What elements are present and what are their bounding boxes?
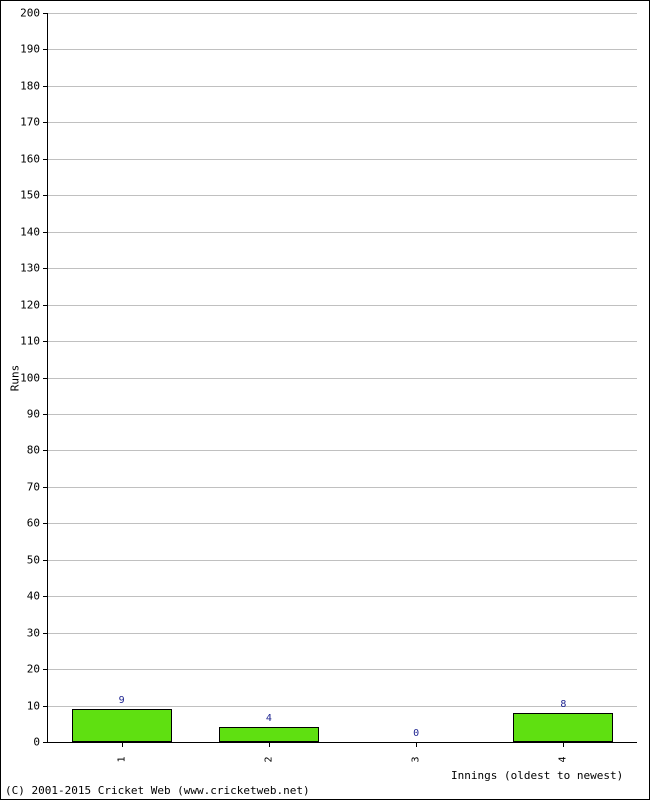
- gridline: [48, 596, 637, 597]
- bar: [219, 727, 319, 742]
- gridline: [48, 305, 637, 306]
- x-tick-label: 2: [263, 756, 274, 762]
- y-tick-label: 110: [20, 335, 40, 348]
- gridline: [48, 378, 637, 379]
- bar-value-label: 9: [119, 695, 125, 706]
- gridline: [48, 450, 637, 451]
- chart-frame: 0102030405060708090100110120130140150160…: [0, 0, 650, 800]
- y-tick-label: 60: [27, 517, 40, 530]
- y-tick-label: 150: [20, 189, 40, 202]
- gridline: [48, 49, 637, 50]
- x-tick-mark: [416, 742, 417, 747]
- x-tick-mark: [269, 742, 270, 747]
- y-tick-mark: [43, 378, 48, 379]
- y-tick-label: 30: [27, 626, 40, 639]
- gridline: [48, 13, 637, 14]
- gridline: [48, 523, 637, 524]
- y-axis-title: Runs: [9, 364, 22, 391]
- y-tick-label: 100: [20, 371, 40, 384]
- bar: [72, 709, 172, 742]
- y-tick-mark: [43, 450, 48, 451]
- y-tick-label: 190: [20, 43, 40, 56]
- y-tick-label: 70: [27, 480, 40, 493]
- x-tick-label: 1: [116, 756, 127, 762]
- y-tick-mark: [43, 86, 48, 87]
- x-tick-mark: [122, 742, 123, 747]
- gridline: [48, 195, 637, 196]
- y-tick-label: 140: [20, 225, 40, 238]
- y-tick-label: 120: [20, 298, 40, 311]
- y-tick-mark: [43, 414, 48, 415]
- y-tick-label: 0: [33, 736, 40, 749]
- bar-value-label: 0: [413, 728, 419, 739]
- y-tick-mark: [43, 195, 48, 196]
- y-tick-label: 170: [20, 116, 40, 129]
- y-tick-label: 180: [20, 79, 40, 92]
- y-tick-label: 130: [20, 262, 40, 275]
- y-tick-mark: [43, 669, 48, 670]
- y-tick-mark: [43, 341, 48, 342]
- gridline: [48, 706, 637, 707]
- y-tick-label: 10: [27, 699, 40, 712]
- gridline: [48, 633, 637, 634]
- y-tick-label: 40: [27, 590, 40, 603]
- bar-value-label: 4: [266, 713, 272, 724]
- gridline: [48, 232, 637, 233]
- copyright-text: (C) 2001-2015 Cricket Web (www.cricketwe…: [5, 784, 310, 797]
- y-tick-mark: [43, 122, 48, 123]
- y-tick-mark: [43, 159, 48, 160]
- y-tick-mark: [43, 232, 48, 233]
- y-tick-mark: [43, 523, 48, 524]
- gridline: [48, 669, 637, 670]
- y-tick-mark: [43, 49, 48, 50]
- y-tick-label: 20: [27, 663, 40, 676]
- gridline: [48, 414, 637, 415]
- gridline: [48, 560, 637, 561]
- bar-value-label: 8: [560, 699, 566, 710]
- y-tick-mark: [43, 305, 48, 306]
- gridline: [48, 86, 637, 87]
- gridline: [48, 341, 637, 342]
- x-tick-label: 3: [411, 756, 422, 762]
- plot-area: 0102030405060708090100110120130140150160…: [47, 13, 637, 743]
- y-tick-mark: [43, 596, 48, 597]
- gridline: [48, 122, 637, 123]
- gridline: [48, 487, 637, 488]
- x-tick-label: 4: [558, 756, 569, 762]
- gridline: [48, 268, 637, 269]
- y-tick-label: 160: [20, 152, 40, 165]
- y-tick-mark: [43, 487, 48, 488]
- y-tick-mark: [43, 560, 48, 561]
- y-tick-mark: [43, 633, 48, 634]
- y-tick-label: 90: [27, 407, 40, 420]
- y-tick-label: 200: [20, 7, 40, 20]
- y-tick-label: 50: [27, 553, 40, 566]
- x-axis-title: Innings (oldest to newest): [451, 769, 623, 782]
- y-tick-mark: [43, 268, 48, 269]
- gridline: [48, 159, 637, 160]
- y-tick-label: 80: [27, 444, 40, 457]
- y-tick-mark: [43, 706, 48, 707]
- x-tick-mark: [563, 742, 564, 747]
- y-tick-mark: [43, 13, 48, 14]
- bar: [513, 713, 613, 742]
- y-tick-mark: [43, 742, 48, 743]
